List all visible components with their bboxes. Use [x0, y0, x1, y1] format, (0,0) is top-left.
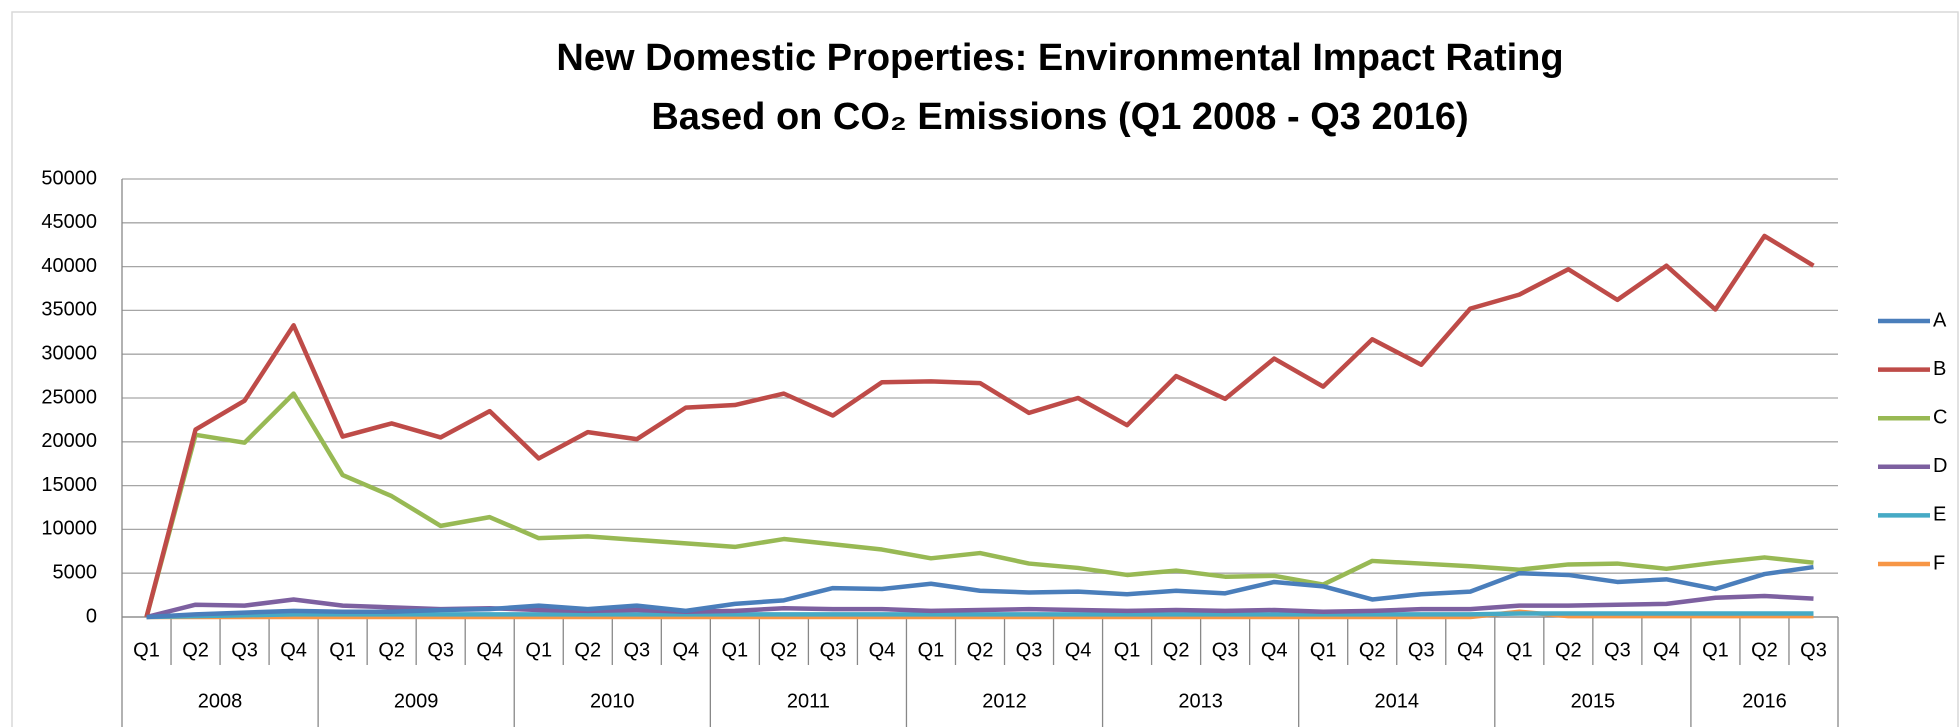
y-tick-label: 10000	[41, 518, 97, 540]
x-tick-label: Q3	[427, 639, 454, 661]
legend-label: E	[1933, 504, 1946, 526]
x-tick-label: Q2	[182, 639, 209, 661]
x-tick-label: Q4	[1261, 639, 1288, 661]
y-tick-label: 40000	[41, 255, 97, 277]
x-tick-label: Q2	[771, 639, 798, 661]
year-label: 2012	[982, 690, 1027, 712]
x-tick-label: Q1	[722, 639, 749, 661]
x-tick-label: Q2	[1751, 639, 1778, 661]
chart-border	[11, 11, 1959, 727]
x-tick-label: Q3	[1016, 639, 1043, 661]
series-line	[144, 233, 1815, 618]
x-tick-label: Q1	[525, 639, 552, 661]
x-tick-label: Q1	[1310, 639, 1337, 661]
x-tick-label: Q2	[574, 639, 601, 661]
legend-label: B	[1933, 358, 1946, 380]
year-label: 2008	[198, 690, 243, 712]
y-tick-label: 20000	[41, 430, 97, 452]
series-line	[144, 391, 1814, 618]
y-tick-label: 25000	[41, 386, 97, 408]
x-tick-label: Q4	[280, 639, 307, 661]
year-label: 2010	[590, 690, 635, 712]
y-tick-label: 0	[86, 605, 97, 627]
series-line	[146, 564, 1814, 620]
x-tick-label: Q4	[672, 639, 699, 661]
x-tick-label: Q1	[1702, 639, 1729, 661]
x-tick-label: Q2	[1555, 639, 1582, 661]
year-label: 2013	[1178, 690, 1223, 712]
y-tick-label: 50000	[41, 167, 97, 189]
year-label: 2016	[1742, 690, 1787, 712]
y-tick-label: 15000	[41, 474, 97, 496]
x-tick-label: Q3	[623, 639, 650, 661]
series-line	[146, 611, 1814, 620]
chart-title: New Domestic Properties: Environmental I…	[556, 37, 1563, 79]
y-tick-label: 45000	[41, 211, 97, 233]
x-tick-label: Q4	[476, 639, 503, 661]
x-tick-label: Q3	[1408, 639, 1435, 661]
x-tick-label: Q3	[1212, 639, 1239, 661]
x-tick-label: Q1	[133, 639, 160, 661]
x-tick-label: Q4	[869, 639, 896, 661]
x-tick-label: Q4	[1653, 639, 1680, 661]
x-tick-label: Q1	[918, 639, 945, 661]
x-tick-label: Q2	[1163, 639, 1190, 661]
x-tick-label: Q3	[820, 639, 847, 661]
chart-title: Based on CO₂ Emissions (Q1 2008 - Q3 201…	[651, 96, 1468, 138]
y-tick-label: 35000	[41, 299, 97, 321]
x-tick-label: Q1	[1114, 639, 1141, 661]
x-tick-label: Q3	[1604, 639, 1631, 661]
legend-label: C	[1933, 406, 1947, 428]
x-tick-label: Q2	[378, 639, 405, 661]
year-label: 2015	[1571, 690, 1616, 712]
legend-label: F	[1933, 552, 1945, 574]
year-label: 2014	[1374, 690, 1419, 712]
legend-label: D	[1933, 455, 1947, 477]
x-tick-label: Q2	[967, 639, 994, 661]
x-tick-label: Q3	[231, 639, 258, 661]
year-label: 2011	[787, 690, 830, 712]
x-tick-label: Q4	[1457, 639, 1484, 661]
x-tick-label: Q1	[1506, 639, 1533, 661]
y-tick-label: 5000	[53, 561, 98, 583]
x-tick-label: Q1	[329, 639, 356, 661]
y-tick-label: 30000	[41, 342, 97, 364]
x-tick-label: Q2	[1359, 639, 1386, 661]
legend-label: A	[1933, 309, 1947, 331]
year-label: 2009	[394, 690, 439, 712]
x-tick-label: Q4	[1065, 639, 1092, 661]
x-tick-label: Q3	[1800, 639, 1827, 661]
